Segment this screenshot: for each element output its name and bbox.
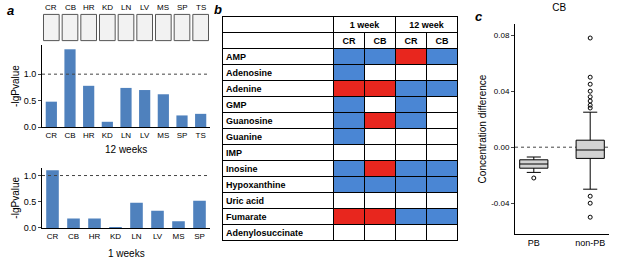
- svg-text:0.5: 0.5: [24, 96, 37, 106]
- svg-text:KD: KD: [102, 131, 113, 140]
- html-text:Fumarate: Fumarate: [226, 211, 267, 222]
- svg-text:LV: LV: [153, 232, 163, 241]
- html-text:Guanine: Guanine: [226, 131, 262, 142]
- svg-text:LV: LV: [140, 131, 150, 140]
- html-text:Uric acid: Uric acid: [226, 195, 264, 206]
- svg-text:non-PB: non-PB: [575, 238, 605, 248]
- html-text:12 week: 12 week: [409, 19, 444, 30]
- svg-text:CR: CR: [46, 131, 58, 140]
- svg-text:a: a: [7, 3, 14, 18]
- html-text:Adenosine: Adenosine: [226, 67, 272, 78]
- svg-text:KD: KD: [102, 3, 113, 12]
- svg-text:-lgPvalue: -lgPvalue: [10, 65, 21, 107]
- svg-text:LN: LN: [121, 3, 131, 12]
- html-text:b: b: [214, 2, 222, 17]
- svg-text:1 weeks: 1 weeks: [108, 248, 145, 259]
- svg-text:LN: LN: [131, 232, 141, 241]
- svg-text:MS: MS: [173, 232, 185, 241]
- svg-text:LV: LV: [140, 3, 150, 12]
- svg-text:CB: CB: [65, 3, 76, 12]
- svg-text:MS: MS: [157, 3, 169, 12]
- html-text:AMP: AMP: [226, 51, 246, 62]
- svg-text:TS: TS: [196, 131, 206, 140]
- svg-text:LN: LN: [121, 131, 131, 140]
- html-text:Inosine: Inosine: [226, 163, 258, 174]
- svg-text:c: c: [475, 9, 483, 24]
- svg-text:TS: TS: [196, 3, 206, 12]
- svg-text:HR: HR: [83, 3, 95, 12]
- svg-text:12 weeks: 12 weeks: [105, 144, 147, 155]
- svg-text:1.0: 1.0: [24, 171, 37, 181]
- html-text:Adenine: Adenine: [226, 83, 262, 94]
- svg-text:SP: SP: [177, 131, 188, 140]
- svg-text:SP: SP: [194, 232, 205, 241]
- svg-text:0.04: 0.04: [494, 87, 510, 96]
- svg-text:0.0: 0.0: [24, 223, 37, 233]
- html-text:CR: CR: [342, 35, 356, 46]
- svg-text:CB: CB: [68, 232, 79, 241]
- html-text:CB: CB: [373, 35, 387, 46]
- svg-text:SP: SP: [177, 3, 188, 12]
- svg-text:1.0: 1.0: [24, 69, 37, 79]
- svg-text:CB: CB: [552, 2, 566, 13]
- svg-text:0.0: 0.0: [24, 122, 37, 132]
- svg-text:0.00: 0.00: [494, 143, 510, 152]
- svg-text:CR: CR: [47, 232, 59, 241]
- svg-text:Concentration difference: Concentration difference: [477, 74, 488, 183]
- svg-text:-lgPvalue: -lgPvalue: [10, 177, 21, 219]
- html-text:Adenylosuccinate: Adenylosuccinate: [226, 227, 303, 238]
- svg-text:MS: MS: [157, 131, 169, 140]
- html-text:Guanosine: Guanosine: [226, 115, 273, 126]
- svg-text:KD: KD: [110, 232, 121, 241]
- html-text:CR: CR: [404, 35, 418, 46]
- html-text:Hypoxanthine: Hypoxanthine: [226, 179, 286, 190]
- svg-text:0.08: 0.08: [494, 31, 510, 40]
- svg-text:CB: CB: [64, 131, 75, 140]
- svg-text:CR: CR: [45, 3, 57, 12]
- svg-text:0.5: 0.5: [24, 197, 37, 207]
- html-text:IMP: IMP: [226, 147, 242, 158]
- svg-text:PB: PB: [528, 238, 540, 248]
- html-text:CB: CB: [435, 35, 449, 46]
- svg-text:-0.04: -0.04: [491, 199, 510, 208]
- html-text:1 week: 1 week: [349, 19, 380, 30]
- html-text:GMP: GMP: [226, 99, 247, 110]
- svg-text:HR: HR: [89, 232, 101, 241]
- svg-text:HR: HR: [83, 131, 95, 140]
